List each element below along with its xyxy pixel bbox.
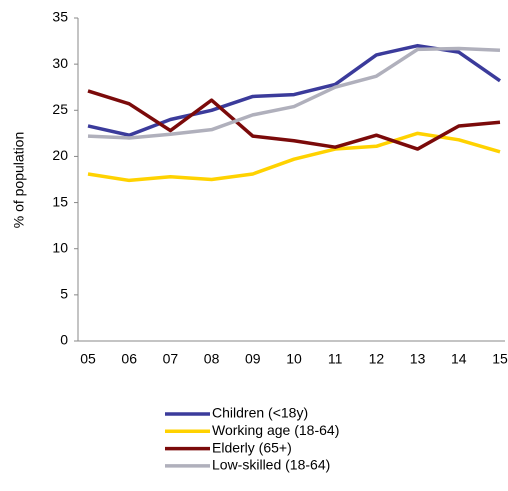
x-tick-label: 15	[492, 351, 508, 367]
y-tick-label: 15	[52, 193, 68, 209]
y-tick-label: 20	[52, 147, 68, 163]
series-line	[87, 131, 501, 183]
series-line	[87, 43, 501, 137]
legend-label: Working age (18-64)	[212, 422, 339, 438]
legend-label: Children (<18y)	[212, 405, 308, 421]
x-tick-label: 13	[410, 351, 426, 367]
y-tick-label: 5	[60, 286, 68, 302]
x-tick-label: 07	[163, 351, 179, 367]
x-tick-label: 08	[204, 351, 220, 367]
x-tick-label: 10	[286, 351, 302, 367]
x-tick-label: 11	[328, 351, 343, 367]
legend-label: Elderly (65+)	[212, 439, 292, 455]
y-tick-label: 25	[52, 101, 68, 117]
y-axis-label: % of population	[11, 132, 27, 229]
x-tick-label: 05	[80, 351, 96, 367]
y-tick-label: 10	[52, 239, 68, 255]
legend-label: Low-skilled (18-64)	[212, 457, 330, 473]
series-line	[87, 89, 501, 151]
y-tick-label: 35	[52, 9, 68, 25]
y-tick-label: 30	[52, 55, 68, 71]
x-tick-label: 12	[369, 351, 385, 367]
x-tick-label: 14	[451, 351, 467, 367]
y-tick-label: 0	[60, 332, 68, 348]
series-line	[87, 46, 501, 140]
x-tick-label: 09	[245, 351, 261, 367]
x-tick-label: 06	[121, 351, 137, 367]
